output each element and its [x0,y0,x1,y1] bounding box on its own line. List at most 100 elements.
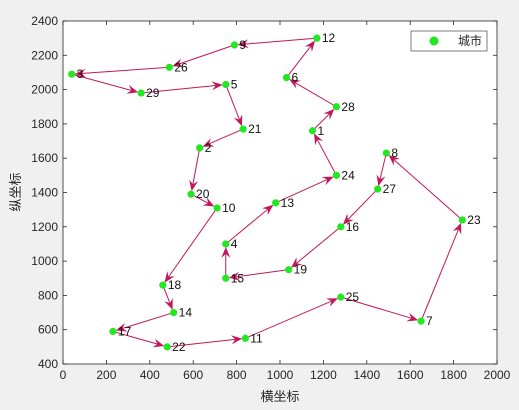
legend-box [410,30,488,52]
city-point [417,317,425,325]
route-arrowhead [237,39,249,49]
route-arrowhead [233,114,243,127]
city-label: 11 [250,331,263,345]
city-label: 23 [467,213,481,227]
city-point [187,190,195,198]
legend-label: 城市 [458,33,482,48]
city-label: 14 [179,306,193,320]
route-lines [71,37,463,348]
route-line [243,37,317,45]
route-arrowhead [262,204,274,216]
route-line [167,207,218,279]
city-point [332,103,341,111]
route-line [167,338,237,348]
city-point [241,334,249,342]
city-point [196,144,204,152]
route-segment [291,226,342,268]
route-arrowhead [164,271,175,283]
route-segment [342,188,379,225]
city-label: 6 [292,71,299,85]
city-label: 12 [322,31,336,45]
route-segment [388,155,463,221]
route-line [71,73,133,92]
route-line [346,188,379,221]
city-label: 29 [146,86,160,100]
route-arrowhead [164,297,173,310]
y-tick-label: 2200 [31,48,58,62]
route-line [275,178,329,204]
route-line [392,158,463,221]
city-point [282,73,291,82]
x-tick-label: 1400 [353,368,380,382]
y-tick-label: 800 [38,288,58,302]
route-arrowhead [342,213,354,225]
y-tick-label: 1200 [31,220,58,234]
route-arrowhead [126,85,139,94]
route-line [192,147,201,186]
x-tick-label: 1800 [440,368,467,382]
route-segment [225,204,274,245]
route-arrowhead [152,338,165,348]
route-segment [167,335,243,348]
route-arrowhead [289,79,301,89]
city-points [68,34,466,351]
city-label: 22 [172,340,186,354]
route-segment [225,84,243,127]
city-point [313,34,321,42]
route-segment [314,133,337,176]
x-tick-label: 1600 [397,368,424,382]
city-point [308,127,317,135]
route-line [379,152,387,181]
route-segment [340,296,419,322]
city-label: 4 [231,237,238,251]
route-segment [228,269,289,281]
route-segment [164,207,218,283]
route-line [312,112,331,132]
plot-area [62,20,498,365]
city-label: 9 [239,38,246,52]
city-label: 17 [118,324,132,338]
city-label: 16 [346,220,360,234]
city-point [222,240,230,248]
x-tick-label: 400 [140,368,160,382]
route-arrowhead [323,108,335,120]
route-arrowhead [221,246,231,258]
city-point [109,327,117,336]
city-label: 27 [383,182,397,196]
route-segment [286,40,316,78]
city-label: 3 [77,67,84,81]
route-line [316,138,337,176]
route-line [207,128,244,145]
route-segment [172,44,235,67]
y-axis-title: 纵坐标 [9,172,24,211]
route-line [80,66,170,75]
route-segment [312,108,335,132]
y-tick-label: 1000 [31,254,58,268]
city-label: 20 [196,187,210,201]
x-tick-label: 2000 [484,368,511,382]
city-point [272,199,280,207]
x-tick-label: 0 [60,368,67,382]
y-tick-label: 1600 [31,151,58,165]
route-segment [141,81,223,94]
legend: 城市 [410,30,488,52]
city-point [337,293,345,301]
x-tick-label: 600 [183,368,203,382]
city-label: 8 [391,146,398,160]
city-label: 25 [346,290,360,304]
y-tick-label: 400 [38,357,58,371]
route-arrowhead [202,197,215,207]
route-line [295,226,342,265]
route-arrowhead [406,312,419,322]
city-point [222,274,230,282]
route-line [294,81,337,108]
route-arrowhead [230,335,243,345]
city-label: 7 [426,314,433,328]
city-label: 24 [341,168,355,182]
city-label: 13 [281,196,295,210]
city-point [213,204,221,212]
route-segment [289,79,337,108]
x-axis-title: 横坐标 [260,390,299,405]
